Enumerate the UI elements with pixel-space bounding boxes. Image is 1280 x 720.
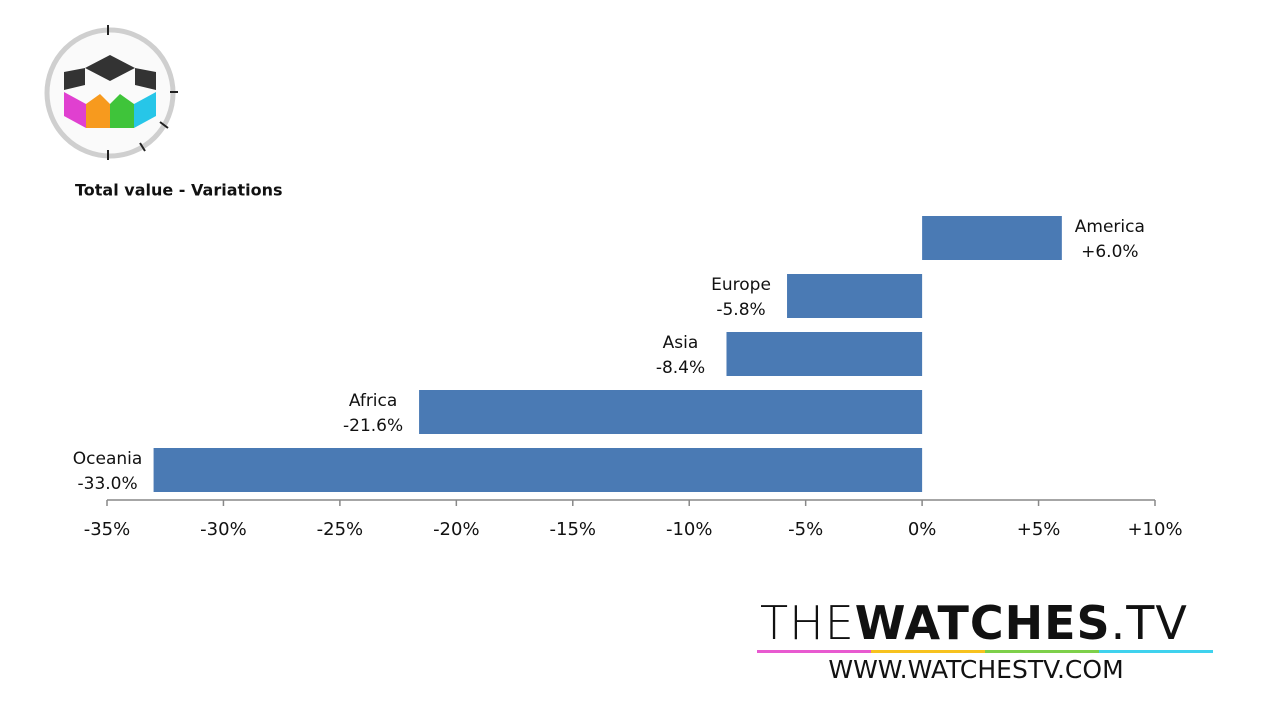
bar [153,448,923,492]
value-label: -8.4% [656,358,705,378]
logo-shape [134,92,156,128]
x-tick-label: -15% [550,519,597,540]
brand-name: THEWATCHES.TV [760,596,1188,650]
logo-shape [135,68,156,90]
value-label: -5.8% [716,300,765,320]
bar [726,332,923,376]
bar [419,390,923,434]
x-tick-label: 0% [908,519,937,540]
bar [787,274,923,318]
value-label: -33.0% [78,474,138,494]
brand-stripe [985,650,1099,653]
x-tick-label: -25% [317,519,364,540]
category-label: Oceania [73,449,143,469]
x-tick-label: -10% [666,519,713,540]
x-tick-label: -35% [84,519,131,540]
brand-bold: WATCHES [855,596,1111,650]
x-tick-label: +5% [1017,519,1061,540]
logo-shape [85,55,135,81]
logo-shape [86,94,110,128]
x-tick-label: -20% [433,519,480,540]
logo [44,25,178,160]
category-label: Asia [663,333,699,353]
bar [922,216,1062,260]
logo-shape [110,94,134,128]
x-tick-label: -5% [788,519,823,540]
value-label: -21.6% [343,416,403,436]
logo-dial [44,27,176,159]
brand-url: WWW.WATCHESTV.COM [828,655,1123,684]
logo-tick [139,142,146,152]
logo-shape [64,68,85,90]
brand-light: THE [760,596,855,650]
x-tick-label: +10% [1127,519,1182,540]
value-label: +6.0% [1081,242,1138,262]
brand-stripe [757,650,871,653]
category-label: America [1075,217,1145,237]
brand-stripe [871,650,985,653]
logo-shape [64,92,86,128]
chart-title: Total value - Variations [75,181,283,200]
logo-tick [159,121,169,129]
category-label: Europe [711,275,771,295]
brand-stripe [1099,650,1213,653]
category-label: Africa [349,391,398,411]
brand-suffix: .TV [1111,596,1188,650]
x-tick-label: -30% [200,519,247,540]
